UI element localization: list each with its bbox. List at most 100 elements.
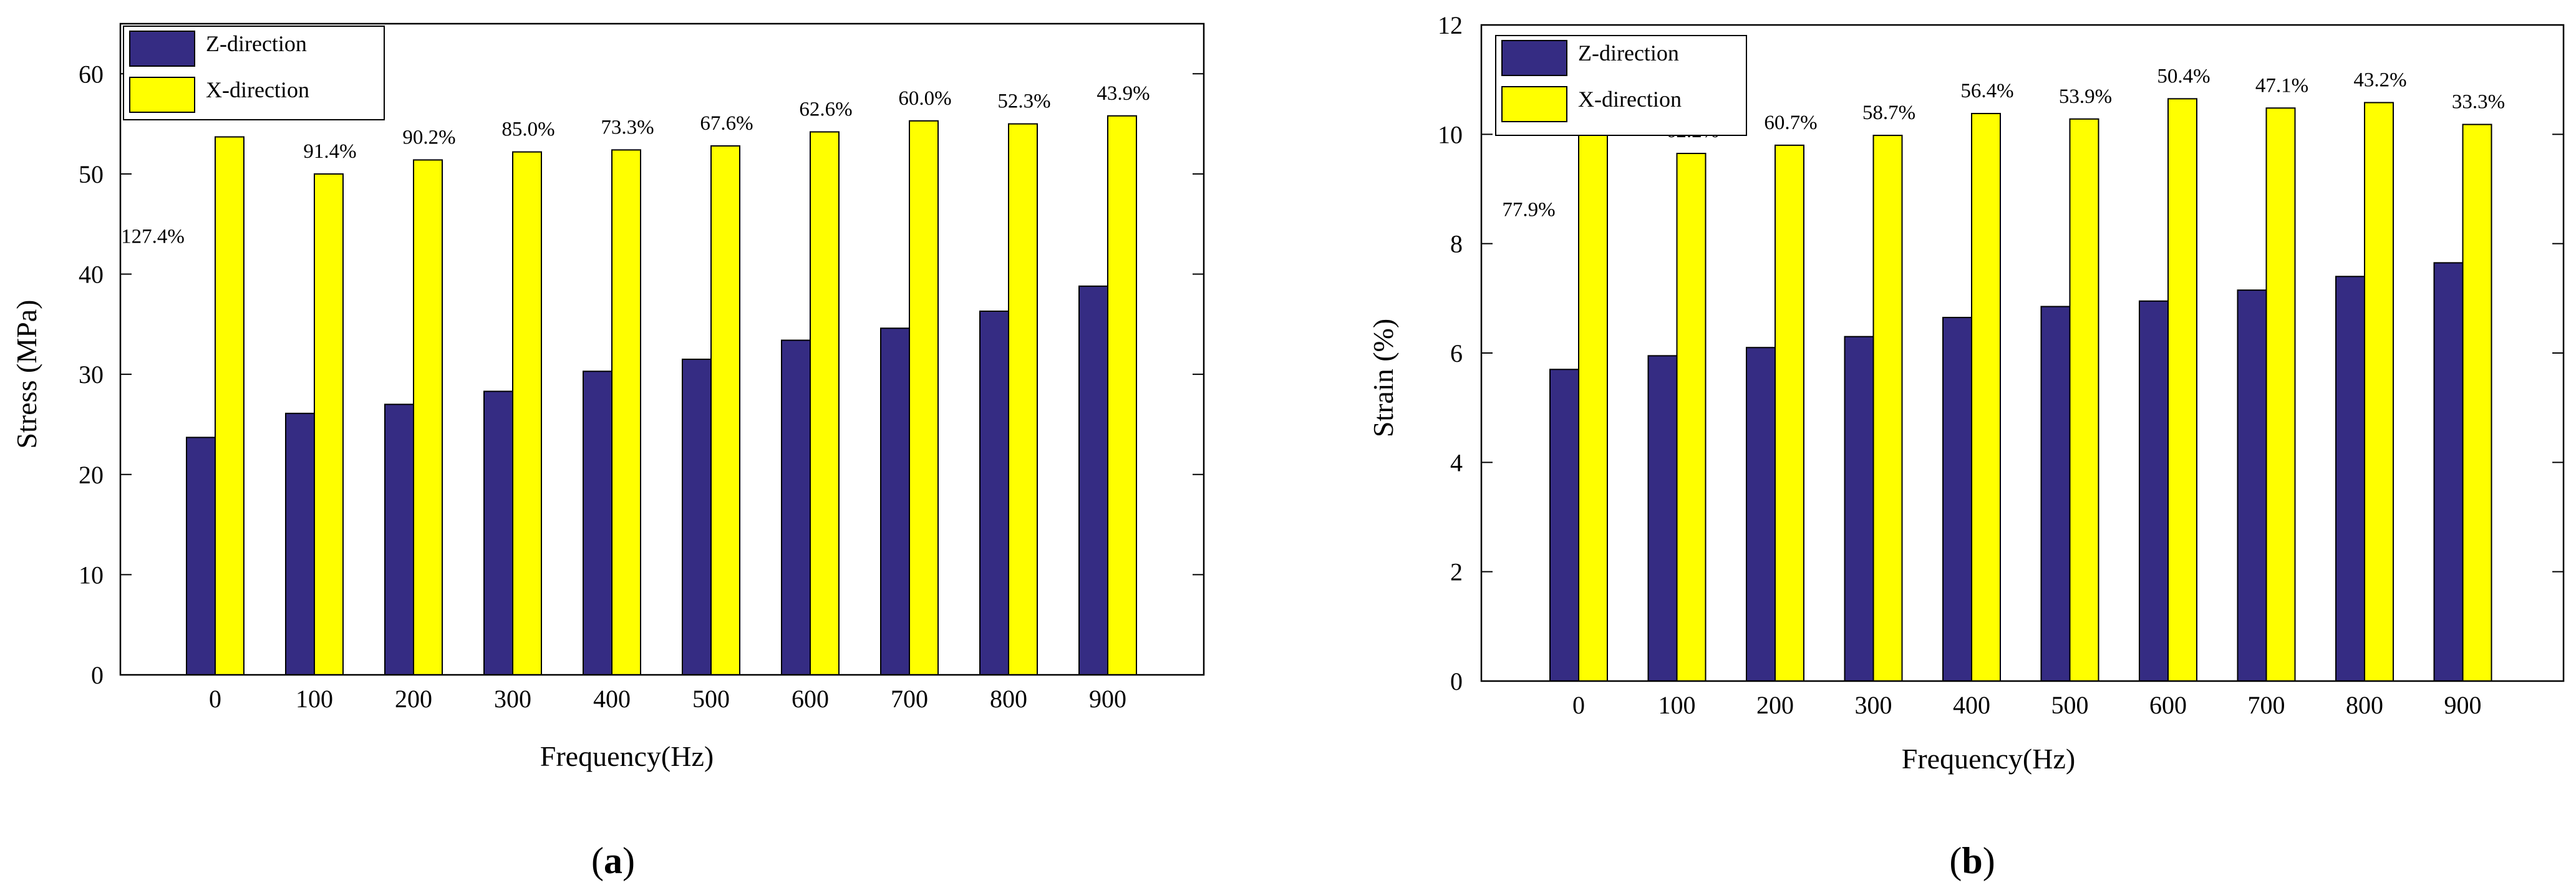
chart-b-percent-label: 33.3%	[2452, 91, 2505, 114]
chart-a-bar-z-800	[979, 310, 1009, 676]
chart-b-bar-x-500	[2069, 118, 2099, 682]
chart-b-y-tick-label: 12	[1438, 11, 1463, 39]
chart-b-y-tick-label: 6	[1450, 339, 1463, 367]
chart-a-bar-x-400	[611, 149, 641, 676]
chart-b-x-tick-label: 200	[1756, 691, 1794, 719]
chart-b-percent-label: 56.4%	[1960, 80, 2013, 102]
chart-b-bar-z-0	[1549, 369, 1579, 682]
chart-b-percent-label: 47.1%	[2255, 74, 2308, 97]
chart-b-bar-x-400	[1971, 113, 2001, 682]
chart-a-y-tick-label: 60	[79, 60, 104, 88]
chart-a-percent-label: 127.4%	[121, 225, 185, 248]
chart-a-x-tick-label: 200	[395, 685, 432, 713]
chart-b-percent-label: 53.9%	[2059, 85, 2112, 108]
chart-a-legend-swatch-z	[129, 31, 195, 67]
chart-b-x-tick-label: 300	[1855, 691, 1892, 719]
chart-b-x-axis-label: Frequency(Hz)	[1902, 743, 2075, 775]
chart-b-legend-label-z: Z-direction	[1578, 41, 1679, 65]
chart-a-bar-x-0	[215, 136, 245, 676]
chart-a-x-tick-label: 100	[296, 685, 333, 713]
chart-b-y-tick-label: 8	[1450, 230, 1463, 258]
chart-a-bar-z-300	[483, 390, 513, 675]
chart-b-x-tick-label: 700	[2248, 691, 2285, 719]
chart-b-bar-z-100	[1647, 355, 1678, 682]
chart-a-bar-z-600	[781, 339, 811, 675]
chart-a-y-tick-label: 50	[79, 160, 104, 188]
chart-b-x-tick-label: 500	[2051, 691, 2089, 719]
chart-b-bar-z-400	[1942, 317, 1972, 682]
chart-a-bar-x-200	[413, 159, 443, 675]
chart-a-x-tick-label: 0	[209, 685, 221, 713]
chart-a-x-axis-label: Frequency(Hz)	[540, 740, 714, 772]
chart-a-legend: Z-direction X-direction	[123, 26, 385, 120]
chart-b-bar-z-800	[2335, 276, 2365, 682]
chart-b-legend-swatch-x	[1501, 86, 1567, 122]
chart-a-percent-label: 52.3%	[997, 90, 1050, 113]
chart-a-bar-x-100	[314, 173, 344, 675]
chart-b-bar-x-100	[1676, 153, 1707, 682]
chart-a-y-tick-label: 10	[79, 561, 104, 589]
chart-a-percent-label: 43.9%	[1097, 82, 1150, 105]
chart-a-percent-label: 90.2%	[402, 126, 455, 148]
chart-b-y-tick-label: 2	[1450, 558, 1463, 586]
chart-b-percent-label: 58.7%	[1862, 102, 1915, 124]
chart-a-bar-x-300	[512, 151, 542, 675]
chart-a-y-tick-label: 40	[79, 261, 104, 289]
chart-b-x-tick-label: 100	[1658, 691, 1696, 719]
chart-a-percent-label: 62.6%	[799, 98, 852, 120]
chart-b-x-tick-label: 900	[2444, 691, 2482, 719]
chart-b-panel-label: (b)	[1949, 840, 1995, 881]
chart-a-panel-label: (a)	[591, 840, 635, 881]
chart-a-bar-x-900	[1107, 115, 1137, 675]
chart-a-bar-z-700	[880, 327, 910, 675]
chart-b-y-tick-label: 10	[1438, 120, 1463, 148]
chart-a-percent-label: 73.3%	[601, 116, 654, 138]
chart-b-y-tick-label: 0	[1450, 667, 1463, 695]
chart-a-axes-frame	[119, 22, 1205, 676]
chart-b-legend-swatch-z	[1501, 40, 1567, 76]
chart-a-legend-label-x: X-direction	[206, 77, 309, 102]
chart-b-bar-z-500	[2040, 306, 2071, 682]
chart-b-bar-x-0	[1578, 128, 1608, 682]
chart-a-legend-swatch-x	[129, 77, 195, 113]
chart-a-percent-label: 67.6%	[700, 112, 753, 135]
chart-a-y-axis-label: Stress (MPa)	[11, 300, 42, 449]
chart-b-bar-x-700	[2265, 107, 2296, 682]
chart-a-bar-z-100	[285, 412, 315, 675]
chart-b-bar-x-600	[2167, 98, 2197, 682]
chart-panel-b: 0 2 4 6 8 10 12 0 100 200 300 400 500 600 700 800 900 77.…	[1367, 11, 2565, 881]
chart-a-bar-z-400	[583, 370, 613, 675]
chart-a-bar-z-900	[1078, 285, 1108, 675]
chart-a-y-tick-label: 20	[79, 461, 104, 489]
chart-b-legend: Z-direction X-direction	[1495, 35, 1747, 136]
chart-a-bar-z-0	[186, 437, 216, 675]
chart-b-x-tick-label: 0	[1572, 691, 1585, 719]
chart-b-bar-z-200	[1746, 347, 1776, 682]
chart-b-legend-label-x: X-direction	[1578, 87, 1682, 112]
chart-a-bar-x-600	[810, 131, 840, 676]
chart-b-bar-z-600	[2139, 300, 2169, 682]
chart-b-bar-x-300	[1872, 135, 1903, 682]
chart-b-y-axis-label: Strain (%)	[1367, 319, 1399, 437]
chart-a-bar-z-500	[682, 359, 712, 675]
chart-a-bar-x-800	[1008, 123, 1038, 676]
chart-b-bar-x-900	[2462, 123, 2492, 682]
chart-a-x-tick-label: 600	[792, 685, 829, 713]
chart-b-y-tick-label: 4	[1450, 448, 1463, 477]
chart-a-percent-label: 91.4%	[303, 140, 356, 163]
chart-b-percent-label: 77.9%	[1502, 199, 1555, 221]
chart-b-x-tick-label: 800	[2346, 691, 2383, 719]
chart-a-x-tick-label: 500	[692, 685, 730, 713]
chart-a-x-tick-label: 300	[494, 685, 531, 713]
chart-b-bar-z-700	[2237, 289, 2267, 682]
chart-b-bar-z-300	[1844, 336, 1874, 682]
chart-b-bar-x-800	[2364, 102, 2394, 682]
chart-a-percent-label: 60.0%	[898, 87, 951, 110]
chart-a-x-tick-label: 800	[990, 685, 1027, 713]
chart-a-bar-z-200	[384, 404, 414, 675]
chart-b-percent-label: 50.4%	[2157, 65, 2210, 87]
chart-a-y-tick-label: 30	[79, 360, 104, 389]
chart-b-x-tick-label: 400	[1953, 691, 1990, 719]
